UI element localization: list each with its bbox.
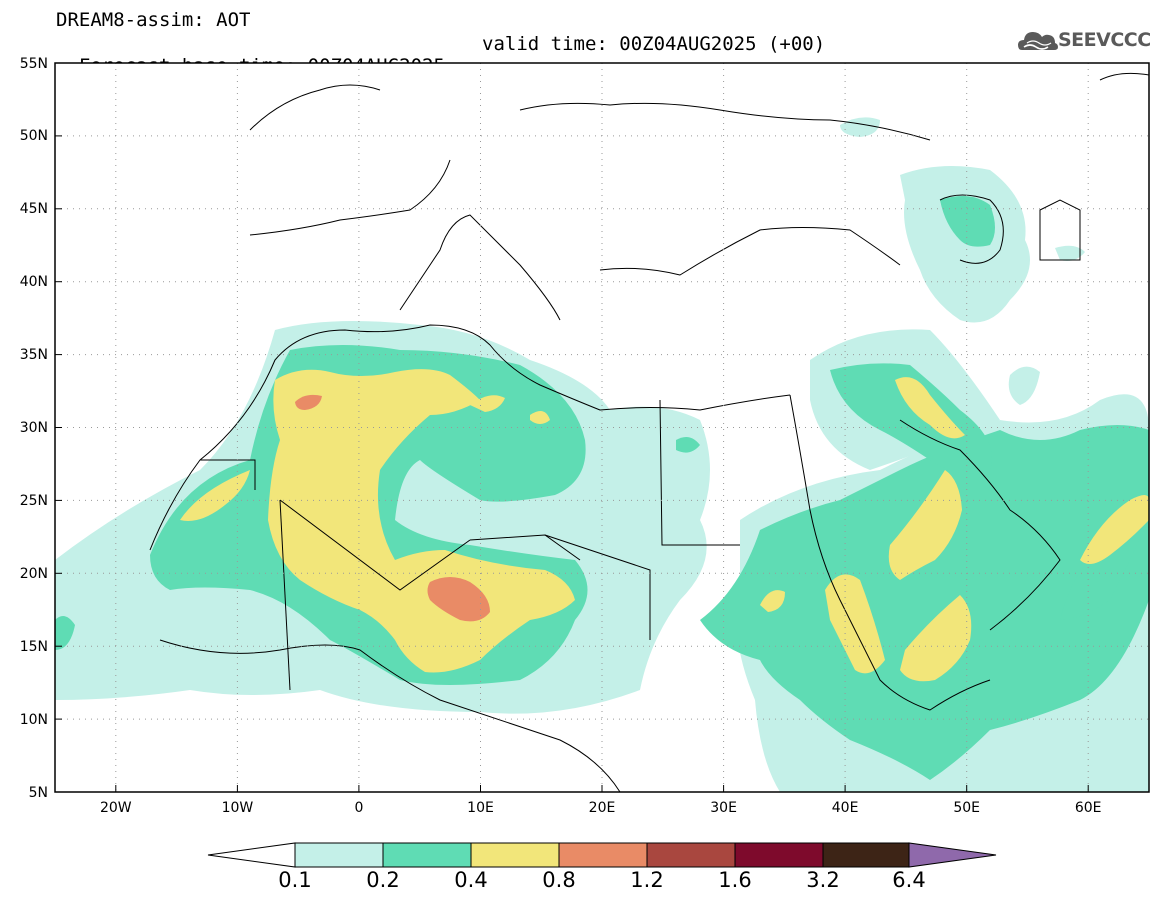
colorbar-label: 1.2 <box>630 868 664 892</box>
lat-label: 5N <box>29 785 48 801</box>
aot-level-0.4 <box>180 369 1149 682</box>
graticule <box>55 63 1149 792</box>
logo-text: SEEVCCC <box>1058 29 1151 51</box>
lon-label: 30E <box>710 800 737 816</box>
lon-label: 10E <box>467 800 494 816</box>
lat-label: 10N <box>20 712 48 728</box>
lat-label: 15N <box>20 639 48 655</box>
chart-title: DREAM8-assim: AOT <box>56 9 251 31</box>
colorbar-label: 6.4 <box>892 868 926 892</box>
colorbar-label: 3.2 <box>806 868 840 892</box>
colorbar-label: 0.8 <box>542 868 576 892</box>
lat-label: 55N <box>20 56 48 72</box>
colorbar-label: 1.6 <box>718 868 752 892</box>
lat-label: 20N <box>20 566 48 582</box>
aot-fields <box>55 117 1149 792</box>
lat-label: 40N <box>20 274 48 290</box>
colorbar-label: 0.1 <box>278 868 312 892</box>
lat-label: 25N <box>20 493 48 509</box>
lon-label: 20W <box>100 800 132 816</box>
colorbar-label: 0.2 <box>366 868 400 892</box>
lon-label: 60E <box>1075 800 1102 816</box>
lat-labels: 5N 10N 15N 20N 25N 30N 35N 40N 45N 50N 5… <box>20 56 48 801</box>
lon-label: 10W <box>222 800 254 816</box>
valid-time: valid time: 00Z04AUG2025 (+00) <box>482 33 826 55</box>
lon-label: 20E <box>589 800 616 816</box>
cloud-icon <box>1018 32 1058 50</box>
seevccc-logo: SEEVCCC <box>1018 26 1158 56</box>
lon-label: 0 <box>354 800 363 816</box>
lon-label: 50E <box>953 800 980 816</box>
lat-label: 30N <box>20 420 48 436</box>
borders <box>149 72 1149 792</box>
lat-label: 45N <box>20 201 48 217</box>
lat-label: 50N <box>20 128 48 144</box>
lat-label: 35N <box>20 347 48 363</box>
tick-marks <box>55 62 1089 792</box>
aot-level-0.8 <box>295 394 490 622</box>
colorbar-label: 0.4 <box>454 868 488 892</box>
lon-label: 40E <box>832 800 859 816</box>
lon-labels: 20W 10W 0 10E 20E 30E 40E 50E 60E <box>100 800 1102 816</box>
